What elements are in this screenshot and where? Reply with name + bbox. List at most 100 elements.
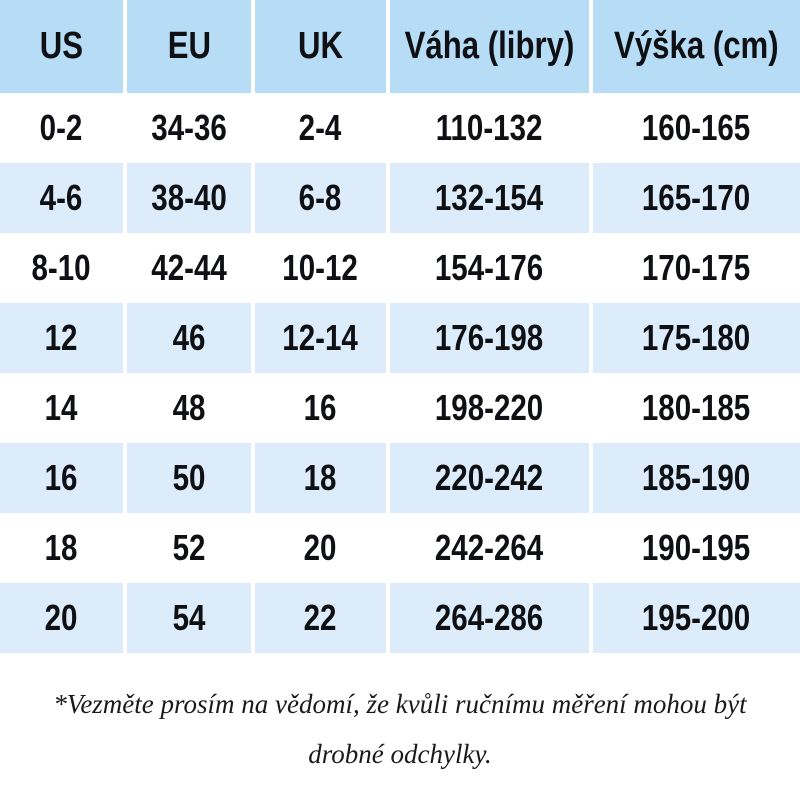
table-cell: 195-200 <box>593 583 800 653</box>
table-cell: 0-2 <box>0 93 127 163</box>
cell-value: 54 <box>172 597 206 638</box>
cell-value: 165-170 <box>642 177 751 218</box>
table-cell: 154-176 <box>390 233 593 303</box>
header-label-us: US <box>39 25 84 67</box>
cell-value: 175-180 <box>642 317 751 358</box>
cell-value: 198-220 <box>435 387 544 428</box>
table-cell: 176-198 <box>390 303 593 373</box>
table-cell: 48 <box>127 373 255 443</box>
footnote-line-2: drobné odchylky. <box>308 739 492 769</box>
header-label-eu: EU <box>167 25 211 67</box>
table-cell: 110-132 <box>390 93 593 163</box>
cell-value: 22 <box>304 597 337 638</box>
cell-value: 16 <box>304 387 337 428</box>
table-cell: 190-195 <box>593 513 800 583</box>
measurement-note: *Vezměte prosím na vědomí, že kvůli ručn… <box>0 679 800 779</box>
table-cell: 10-12 <box>255 233 390 303</box>
table-cell: 34-36 <box>127 93 255 163</box>
cell-value: 190-195 <box>642 527 751 568</box>
table-cell: 22 <box>255 583 390 653</box>
table-row: 4-6 38-40 6-8 132-154 165-170 <box>0 163 800 233</box>
cell-value: 264-286 <box>435 597 544 638</box>
cell-value: 195-200 <box>642 597 751 638</box>
table-cell: 242-264 <box>390 513 593 583</box>
cell-value: 180-185 <box>642 387 751 428</box>
table-cell: 132-154 <box>390 163 593 233</box>
table-cell: 185-190 <box>593 443 800 513</box>
table-row: 20 54 22 264-286 195-200 <box>0 583 800 653</box>
cell-value: 110-132 <box>436 107 543 148</box>
cell-value: 176-198 <box>435 317 544 358</box>
table-cell: 8-10 <box>0 233 127 303</box>
table-cell: 20 <box>255 513 390 583</box>
table-cell: 160-165 <box>593 93 800 163</box>
table-cell: 170-175 <box>593 233 800 303</box>
cell-value: 20 <box>304 527 337 568</box>
header-label-weight: Váha (libry) <box>404 25 575 67</box>
table-cell: 54 <box>127 583 255 653</box>
table-cell: 198-220 <box>390 373 593 443</box>
cell-value: 12 <box>45 317 78 358</box>
table-row: 0-2 34-36 2-4 110-132 160-165 <box>0 93 800 163</box>
cell-value: 18 <box>45 527 78 568</box>
header-cell-us: US <box>0 0 127 93</box>
table-cell: 20 <box>0 583 127 653</box>
cell-value: 2-4 <box>299 107 342 148</box>
table-cell: 180-185 <box>593 373 800 443</box>
cell-value: 34-36 <box>151 107 227 148</box>
table-cell: 38-40 <box>127 163 255 233</box>
cell-value: 160-165 <box>642 107 751 148</box>
cell-value: 50 <box>172 457 206 498</box>
cell-value: 6-8 <box>299 177 342 218</box>
cell-value: 16 <box>45 457 78 498</box>
table-cell: 165-170 <box>593 163 800 233</box>
table-cell: 175-180 <box>593 303 800 373</box>
table-row: 14 48 16 198-220 180-185 <box>0 373 800 443</box>
table-cell: 12 <box>0 303 127 373</box>
cell-value: 14 <box>45 387 78 428</box>
cell-value: 154-176 <box>435 247 544 288</box>
cell-value: 0-2 <box>40 107 83 148</box>
cell-value: 220-242 <box>435 457 544 498</box>
header-label-uk: UK <box>297 25 343 67</box>
table-cell: 42-44 <box>127 233 255 303</box>
header-cell-uk: UK <box>255 0 390 93</box>
cell-value: 242-264 <box>435 527 544 568</box>
table-row: 18 52 20 242-264 190-195 <box>0 513 800 583</box>
table-cell: 16 <box>255 373 390 443</box>
table-cell: 50 <box>127 443 255 513</box>
cell-value: 42-44 <box>151 247 227 288</box>
cell-value: 18 <box>304 457 337 498</box>
table-row: 16 50 18 220-242 185-190 <box>0 443 800 513</box>
cell-value: 38-40 <box>151 177 227 218</box>
cell-value: 170-175 <box>642 247 751 288</box>
table-header-row: US EU UK Váha (libry) Výška (cm) <box>0 0 800 93</box>
table-cell: 264-286 <box>390 583 593 653</box>
cell-value: 10-12 <box>282 247 359 288</box>
table-cell: 16 <box>0 443 127 513</box>
header-cell-eu: EU <box>127 0 255 93</box>
table-row: 8-10 42-44 10-12 154-176 170-175 <box>0 233 800 303</box>
size-chart-table: US EU UK Váha (libry) Výška (cm) 0-2 34-… <box>0 0 800 653</box>
cell-value: 52 <box>172 527 206 568</box>
cell-value: 132-154 <box>435 177 544 218</box>
header-cell-weight: Váha (libry) <box>390 0 593 93</box>
cell-value: 46 <box>172 317 206 358</box>
cell-value: 4-6 <box>40 177 83 218</box>
cell-value: 12-14 <box>282 317 359 358</box>
footnote-line-1: *Vezměte prosím na vědomí, že kvůli ručn… <box>53 689 747 719</box>
cell-value: 48 <box>172 387 206 428</box>
table-row: 12 46 12-14 176-198 175-180 <box>0 303 800 373</box>
table-cell: 4-6 <box>0 163 127 233</box>
cell-value: 20 <box>45 597 78 638</box>
table-cell: 2-4 <box>255 93 390 163</box>
table-cell: 6-8 <box>255 163 390 233</box>
table-cell: 18 <box>0 513 127 583</box>
header-cell-height: Výška (cm) <box>593 0 800 93</box>
table-cell: 12-14 <box>255 303 390 373</box>
table-cell: 18 <box>255 443 390 513</box>
table-cell: 52 <box>127 513 255 583</box>
cell-value: 8-10 <box>31 247 92 288</box>
table-cell: 46 <box>127 303 255 373</box>
table-cell: 220-242 <box>390 443 593 513</box>
